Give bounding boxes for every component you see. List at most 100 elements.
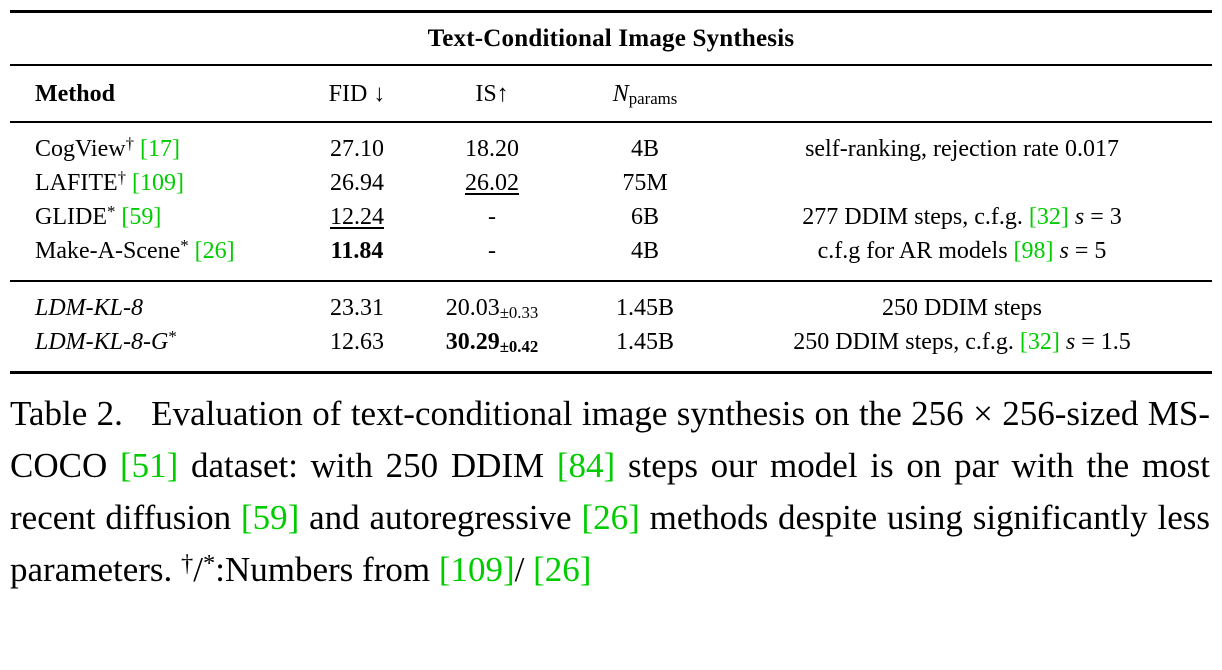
- text-segment: N: [612, 81, 629, 107]
- cell-is: 26.02: [406, 167, 578, 201]
- text-segment: -: [488, 238, 496, 264]
- table-row: CogView† [17] 27.10 18.20 4B self-ranking, r…: [10, 133, 1212, 167]
- table-top-rule: [10, 10, 1212, 13]
- text-segment: †: [117, 168, 127, 188]
- text-segment: IS: [475, 81, 497, 107]
- text-segment: -: [488, 204, 496, 230]
- cell-notes: self-ranking, rejection rate 0.017: [712, 133, 1212, 167]
- citation-link[interactable]: [26]: [194, 238, 235, 264]
- text-segment: LDM-KL-8-G: [35, 329, 169, 355]
- cell-notes: c.f.g for AR models [98] s = 5: [712, 235, 1212, 269]
- paper-figure: Text-Conditional Image Synthesis Method F…: [10, 10, 1212, 589]
- cell-fid: 23.31: [308, 292, 406, 326]
- text-segment: LAFITE: [35, 170, 118, 196]
- text-segment: dataset: with 250 DDIM: [178, 446, 557, 485]
- text-segment: s: [1074, 204, 1085, 230]
- table-row: LDM-KL-8-G* 12.63 30.29±0.42 1.45B 250 DDIM …: [10, 326, 1212, 360]
- text-segment: 30.29: [445, 329, 500, 355]
- cell-fid: 11.84: [308, 235, 406, 269]
- text-segment: 4B: [630, 136, 659, 162]
- table-header-row: Method FID ↓ IS↑ Nparams: [10, 66, 1212, 121]
- text-segment: †: [181, 550, 194, 578]
- table-header: Method FID ↓ IS↑ Nparams: [10, 66, 1212, 121]
- cell-notes: [712, 167, 1212, 201]
- text-segment: s: [1059, 238, 1069, 264]
- cell-fid: FID ↓: [308, 79, 406, 111]
- text-segment: ↓: [373, 81, 386, 107]
- cell-notes: 250 DDIM steps, c.f.g. [32] s = 1.5: [712, 326, 1212, 360]
- table-title-rule: [10, 64, 1212, 66]
- cell-nparams: 4B: [578, 133, 712, 167]
- cell-fid: 27.10: [308, 133, 406, 167]
- cell-nparams: 6B: [578, 201, 712, 235]
- table-row: GLIDE* [59] 12.24 - 6B 277 DDIM steps, c.f.g…: [10, 201, 1212, 235]
- text-segment: params: [628, 88, 678, 108]
- cell-notes: 250 DDIM steps: [712, 292, 1212, 326]
- citation-link[interactable]: [109]: [438, 550, 515, 589]
- cell-is: IS↑: [406, 79, 578, 111]
- citation-link[interactable]: [26]: [581, 498, 640, 537]
- cell-notes: 277 DDIM steps, c.f.g. [32] s = 3: [712, 201, 1212, 235]
- cell-fid: 12.63: [308, 326, 406, 360]
- text-segment: †: [125, 134, 134, 154]
- text-segment: LDM-KL-8: [35, 295, 144, 321]
- text-segment: 12.24: [330, 204, 384, 230]
- table-body-group-ldm: LDM-KL-8 23.31 20.03±0.33 1.45B 250 DDIM ste…: [10, 282, 1212, 371]
- text-segment: *: [180, 236, 189, 256]
- table-row: Make-A-Scene* [26] 11.84 - 4B c.f.g for AR m…: [10, 235, 1212, 269]
- cell-notes: [712, 79, 1212, 111]
- text-segment: 250 DDIM steps: [882, 295, 1042, 321]
- text-segment: methods despite using significantly less…: [10, 498, 1210, 589]
- citation-link[interactable]: [59]: [240, 498, 300, 537]
- table-body-group-baselines: CogView† [17] 27.10 18.20 4B self-ranking, r…: [10, 123, 1212, 280]
- text-segment: steps our model is on par with the most …: [10, 446, 1211, 537]
- cell-is: -: [406, 201, 578, 235]
- text-segment: 27.10: [330, 136, 384, 162]
- citation-link[interactable]: [51]: [119, 446, 179, 485]
- citation-link[interactable]: [84]: [556, 446, 616, 485]
- cell-method: Make-A-Scene* [26]: [10, 235, 308, 269]
- text-segment: 26.02: [465, 170, 519, 196]
- text-segment: 250 DDIM steps, c.f.g.: [793, 329, 1020, 355]
- text-segment: 23.31: [330, 295, 384, 321]
- cell-is: 18.20: [406, 133, 578, 167]
- citation-link[interactable]: [59]: [121, 204, 162, 230]
- text-segment: GLIDE: [35, 204, 107, 230]
- table-row: LAFITE† [109] 26.94 26.02 75M: [10, 167, 1212, 201]
- cell-method: LDM-KL-8: [10, 292, 308, 326]
- text-segment: 18.20: [465, 136, 519, 162]
- text-segment: 20.03: [445, 295, 500, 321]
- cell-method: Method: [10, 79, 308, 111]
- text-segment: 1.45B: [615, 295, 674, 321]
- results-table: Text-Conditional Image Synthesis Method F…: [10, 10, 1212, 374]
- text-segment: 4B: [630, 238, 659, 264]
- citation-link[interactable]: [32]: [1019, 329, 1060, 355]
- text-segment: 12.63: [330, 329, 384, 355]
- citation-link[interactable]: [32]: [1028, 204, 1069, 230]
- cell-nparams: 1.45B: [578, 292, 712, 326]
- text-segment: 75M: [622, 170, 668, 196]
- cell-method: LDM-KL-8-G*: [10, 326, 308, 360]
- text-segment: s: [1065, 329, 1076, 355]
- text-segment: Make-A-Scene: [35, 238, 181, 264]
- text-segment: c.f.g for AR models: [817, 238, 1014, 264]
- cell-fid: 26.94: [308, 167, 406, 201]
- text-segment: ±0.42: [499, 336, 539, 356]
- citation-link[interactable]: [109]: [132, 170, 185, 196]
- text-segment: = 1.5: [1075, 329, 1131, 355]
- citation-link[interactable]: [17]: [139, 136, 180, 162]
- cell-fid: 12.24: [308, 201, 406, 235]
- cell-is: 20.03±0.33: [406, 292, 578, 326]
- text-segment: = 3: [1084, 204, 1122, 230]
- text-segment: *: [203, 550, 216, 578]
- citation-link[interactable]: [26]: [533, 550, 592, 589]
- text-segment: 11.84: [330, 238, 384, 264]
- table-bottom-rule: [10, 371, 1212, 374]
- text-segment: *: [168, 327, 177, 347]
- text-segment: FID: [328, 81, 374, 107]
- text-segment: = 5: [1068, 238, 1107, 264]
- citation-link[interactable]: [98]: [1013, 238, 1054, 264]
- text-segment: :Numbers from: [215, 550, 439, 589]
- cell-nparams: 4B: [578, 235, 712, 269]
- cell-nparams: Nparams: [578, 79, 712, 111]
